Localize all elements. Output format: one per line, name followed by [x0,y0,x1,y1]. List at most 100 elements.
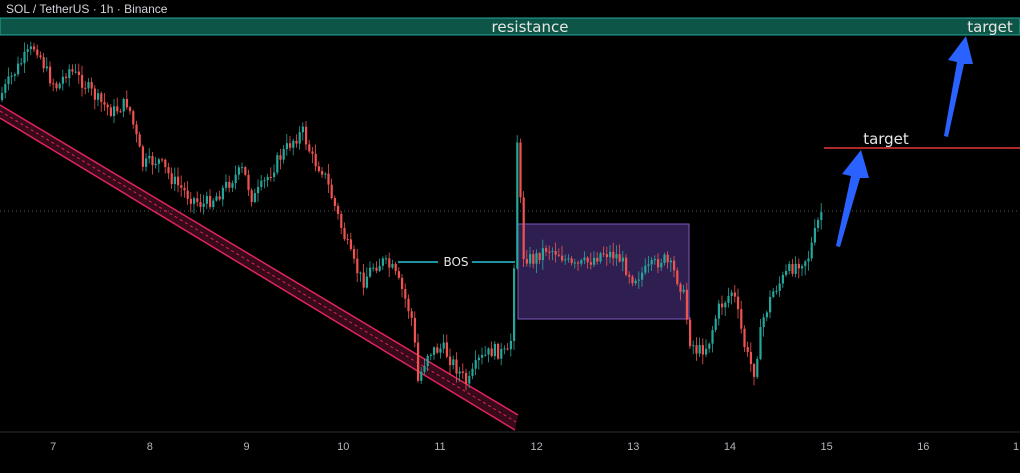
candle-body [164,159,167,168]
candle-body [298,132,301,144]
candle-body [327,173,330,185]
candle-body [157,159,160,164]
candle-body [490,348,493,357]
candle-body [605,254,608,258]
candle-body [545,248,548,252]
candle-body [772,291,775,297]
candle-body [497,343,500,359]
candle-body [237,167,240,175]
candle-body [797,263,800,269]
candle-body [122,98,125,112]
candle-body [551,251,554,253]
candle-body [705,348,708,355]
candle-body [154,163,157,166]
candle-body [183,187,186,191]
candle-body [132,111,135,125]
candle-body [509,340,512,350]
candle-body [196,198,199,203]
candle-body [52,83,55,85]
candle-body [753,364,756,377]
x-tick-label: 10 [337,441,349,453]
candle-body [794,263,797,274]
candle-body [653,259,656,261]
candle-body [404,289,407,299]
bos-label: BOS [443,255,468,269]
candle-body [314,153,317,167]
candle-body [109,107,112,116]
x-tick-label: 1 [1013,441,1019,453]
candle-body [103,101,106,105]
candle-body [138,134,141,147]
candle-body [455,359,458,374]
resistance-label: resistance [492,18,569,36]
candle-body [337,205,340,214]
candle-body [781,274,784,284]
exchange-label: Binance [124,2,168,16]
candle-body [634,280,637,284]
candle-body [244,167,247,175]
arrow-up-top-icon [944,36,973,137]
candle-body [119,111,122,113]
candle-body [17,63,20,75]
candle-body [468,376,471,384]
candle-body [186,190,189,199]
candle-body [698,345,701,354]
candle-body [532,254,535,264]
candle-body [641,272,644,280]
candle-body [541,248,544,261]
candle-body [673,260,676,271]
candle-body [493,343,496,357]
candle-body [666,254,669,263]
candle-body [20,63,23,65]
candle-body [26,49,29,52]
candle-body [717,303,720,319]
candle-body [612,251,615,259]
x-tick-label: 16 [917,441,929,453]
candle-body [305,126,308,145]
candle-body [116,106,119,112]
candle-body [173,176,176,185]
x-tick-label: 7 [50,441,56,453]
candle-body [141,146,144,167]
candle-body [500,348,503,359]
candle-body [167,167,170,174]
candle-body [349,239,352,250]
candle-body [615,254,618,259]
candle-body [474,360,477,369]
candle-body [33,46,36,50]
candle-body [714,318,717,331]
candle-body [1,92,4,100]
candle-body [257,186,260,194]
candle-body [426,355,429,367]
candle-body [503,348,506,350]
candle-body [234,174,237,184]
candle-body [420,371,423,381]
candle-body [471,368,474,377]
candle-body [762,317,765,328]
x-tick-label: 12 [530,441,542,453]
candle-body [189,198,192,204]
candle-body [247,174,250,191]
candle-body [266,176,269,181]
candle-body [548,251,551,253]
candle-body [602,253,605,255]
candle-body [106,104,109,108]
candle-body [788,263,791,271]
candle-body [679,284,682,292]
candle-body [100,93,103,102]
candle-body [74,71,77,73]
candle-body [554,251,557,255]
candle-body [529,254,532,264]
candle-body [765,312,768,318]
candle-body [733,292,736,297]
candle-body [743,328,746,348]
candle-body [10,75,13,77]
candle-body [228,181,231,188]
candle-body [145,158,148,167]
candle-body [365,276,368,288]
candle-body [564,259,567,261]
candle-body [151,155,154,166]
resistance-zone [0,17,1020,36]
candle-body [769,296,772,313]
